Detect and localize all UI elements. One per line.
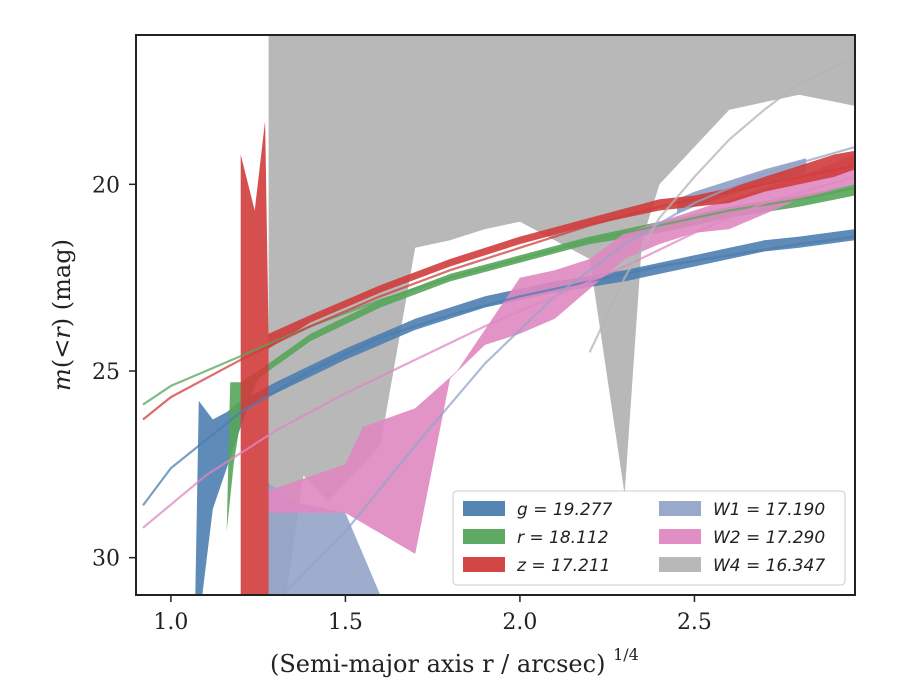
- legend-label: z = 17.211: [516, 556, 610, 576]
- model-line-r: [142, 187, 855, 406]
- legend-swatch: [659, 529, 701, 544]
- y-axis-label: m(<r) (mag): [48, 239, 76, 391]
- legend-label: g = 19.277: [517, 500, 613, 520]
- model-line-w2: [142, 175, 855, 529]
- legend-swatch: [463, 501, 505, 516]
- y-tick-label: 20: [92, 173, 120, 198]
- legend-swatch: [659, 501, 701, 516]
- model-lines: [142, 56, 855, 595]
- x-tick-label: 2.5: [677, 610, 712, 635]
- model-line-g: [142, 235, 855, 507]
- legend-label: W4 = 16.347: [713, 556, 825, 576]
- band-w2: [268, 154, 855, 554]
- y-tick-label: 25: [92, 360, 120, 385]
- x-tick-label: 2.0: [502, 610, 537, 635]
- legend-swatch: [463, 557, 505, 572]
- axis-ticks: 1.0 1.5 2.0 2.5 20 25 30: [92, 173, 712, 635]
- legend: g = 19.277 r = 18.112 z = 17.211 W1 = 17.19…: [452, 490, 846, 586]
- plot-frame: [135, 34, 856, 596]
- x-axis-label: (Semi-major axis r / arcsec) 1/4: [270, 645, 639, 678]
- model-line-z: [142, 164, 855, 421]
- legend-swatch: [463, 529, 505, 544]
- x-axis-label-text: (Semi-major axis r / arcsec): [270, 650, 605, 678]
- model-line-w4: [588, 56, 855, 353]
- band-w4: [268, 35, 855, 595]
- legend-box: [452, 490, 846, 586]
- legend-label: W2 = 17.290: [713, 528, 825, 548]
- legend-swatch: [659, 557, 701, 572]
- legend-label: W1 = 17.190: [713, 500, 825, 520]
- x-axis-label-superscript: 1/4: [613, 645, 639, 664]
- band-z: [240, 120, 855, 595]
- x-tick-label: 1.5: [328, 610, 363, 635]
- x-tick-label: 1.0: [153, 610, 188, 635]
- y-tick-label: 30: [92, 547, 120, 572]
- legend-label: r = 18.112: [517, 528, 609, 548]
